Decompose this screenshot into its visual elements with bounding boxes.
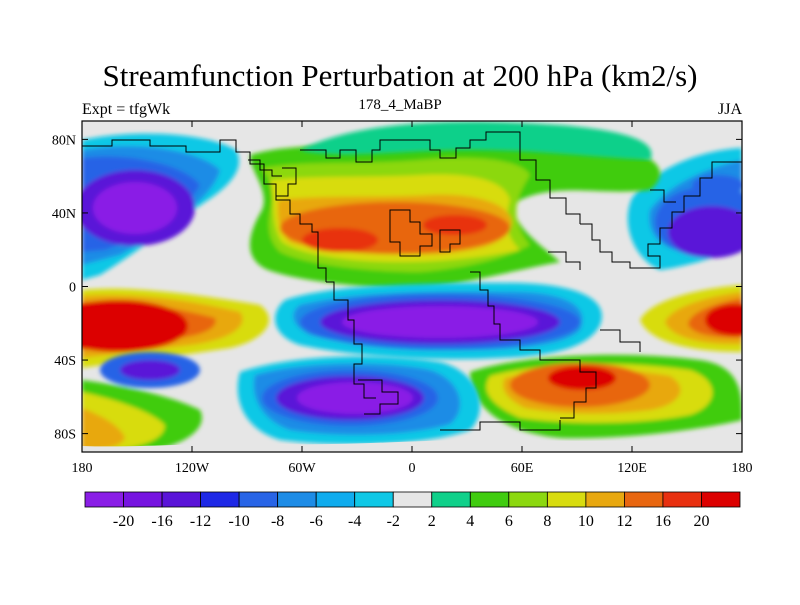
y-tick-label: 80S [54,428,76,443]
x-axis: 180 120W 60W 0 60E 120E 180 [72,121,753,476]
x-tick-label: 120W [175,461,210,476]
x-tick-label: 0 [409,461,416,476]
colorbar-swatch [277,491,317,508]
colorbar-swatch [546,491,587,508]
y-tick-label: 40N [52,207,76,222]
colorbar-label: -10 [228,513,249,530]
colorbar-label: 12 [616,513,632,530]
southern-ocean-high [470,354,742,439]
south-pacific-low [82,352,202,452]
colorbar-swatch [701,491,741,508]
coastlines [82,131,742,431]
colorbar-label: -12 [190,513,211,530]
colorbar-swatch [84,491,124,508]
colorbar-swatch [123,491,163,508]
northern-high [249,134,661,290]
colorbar-swatch [354,491,394,508]
south-east-high [640,285,742,352]
colorbar-swatch [469,491,510,508]
colorbar-swatch [508,491,548,508]
colorbar: -20 -16 -12 -10 -8 -6 -4 -2 2 4 6 8 10 12 16 20 [84,491,741,530]
x-tick-label: 180 [732,461,753,476]
colorbar-label: 2 [428,513,436,530]
colorbar-label: 4 [466,513,474,530]
colorbar-label: 8 [543,513,551,530]
x-tick-label: 180 [72,461,93,476]
y-axis: 80N 40N 0 40S 80S [52,133,742,443]
colorbar-label: -4 [348,513,361,530]
colorbar-label: -6 [310,513,323,530]
colorbar-label: 20 [693,513,709,530]
center-string: 178_4_MaBP [358,97,442,113]
south-atlantic-low [237,356,480,445]
colorbar-swatch [238,491,279,508]
y-tick-label: 0 [69,281,76,296]
x-tick-label: 60W [288,461,316,476]
tropical-low [275,282,602,360]
colorbar-label: 6 [505,513,513,530]
south-pacific-high [82,288,269,368]
colorbar-label: -2 [387,513,400,530]
x-tick-label: 60E [511,461,534,476]
colorbar-swatch [200,491,240,508]
colorbar-swatch [392,491,433,508]
chart-title: Streamfunction Perturbation at 200 hPa (… [102,58,698,93]
colorbar-label: -20 [113,513,134,530]
north-pacific-low [82,133,240,280]
colorbar-swatch [431,491,471,508]
colorbar-label: 10 [578,513,594,530]
colorbar-swatch [161,491,201,508]
x-tick-label: 120E [617,461,647,476]
colorbar-swatch [624,491,664,508]
colorbar-swatch [315,491,356,508]
y-tick-label: 80N [52,133,76,148]
right-string: JJA [717,101,742,118]
colorbar-swatch [585,491,625,508]
left-string: Expt = tfgWk [82,101,171,118]
colorbar-label: -8 [271,513,284,530]
y-tick-label: 40S [54,354,76,369]
colorbar-swatch [662,491,702,508]
contour-field [82,121,742,452]
colorbar-label: -16 [151,513,172,530]
colorbar-label: 16 [655,513,671,530]
